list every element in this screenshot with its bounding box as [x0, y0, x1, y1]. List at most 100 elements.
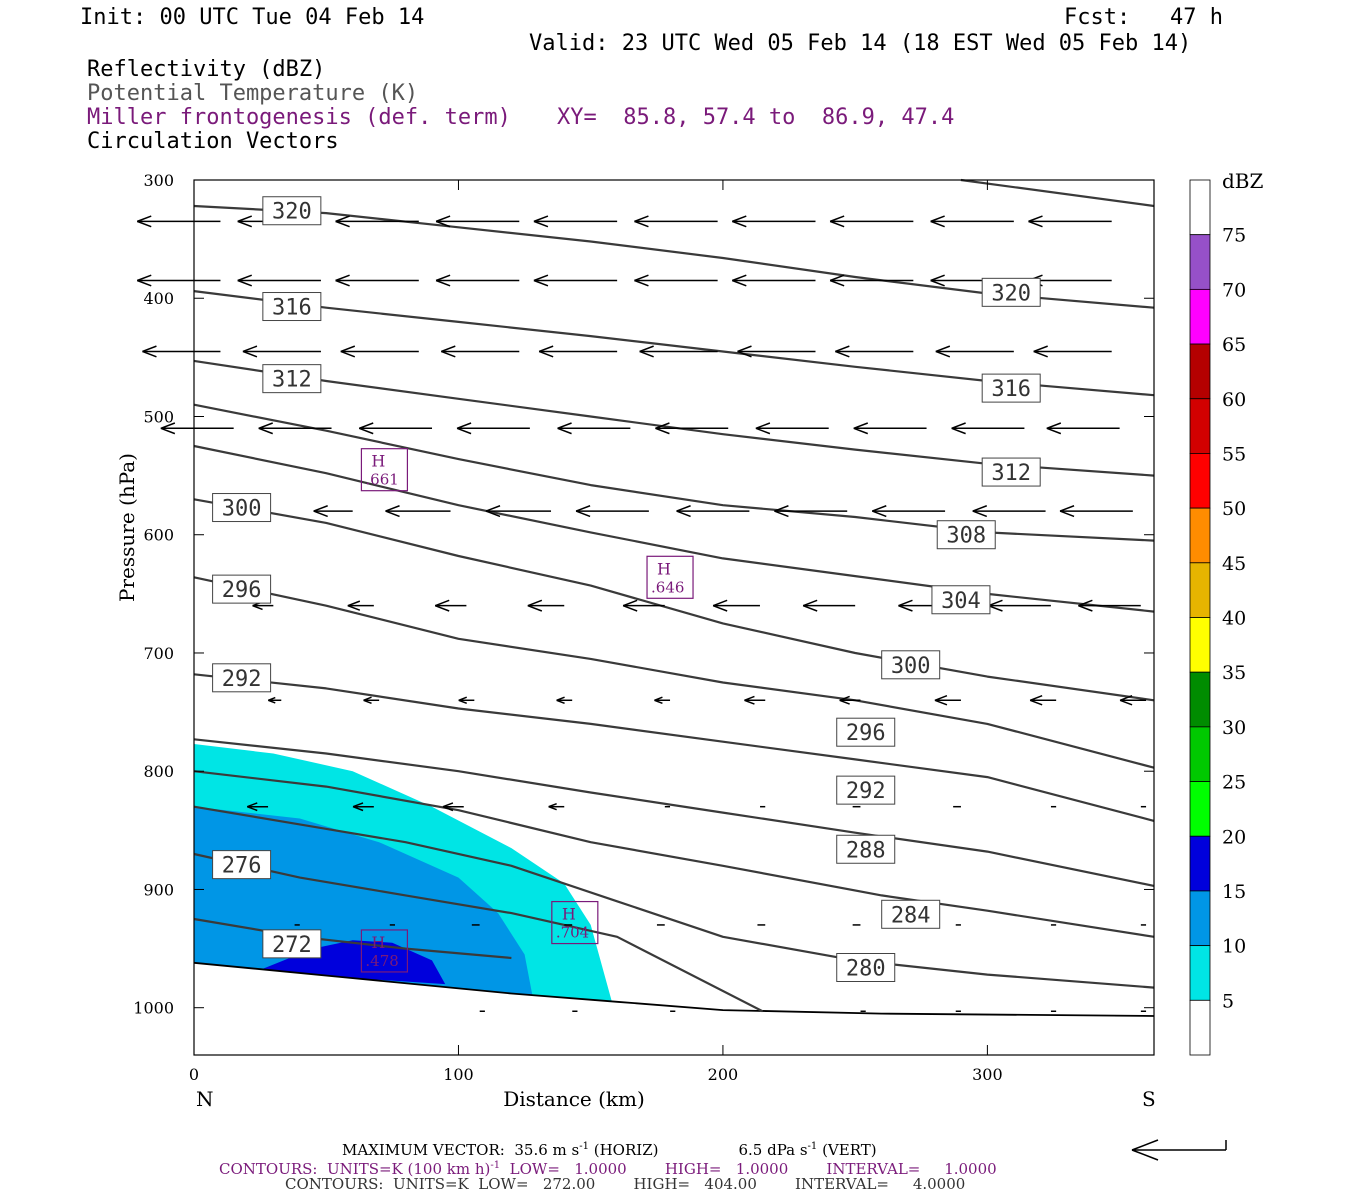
vector-head: [237, 215, 253, 223]
circulation-vector: [634, 215, 718, 228]
colorbar-label: 45: [1222, 553, 1246, 575]
below-ground-mask: [194, 962, 1154, 1055]
colorbar-swatch: [1189, 890, 1211, 947]
circulation-vector: [142, 345, 221, 358]
vector-head: [988, 599, 1003, 607]
circulation-vector: [358, 422, 433, 435]
circulation-vector: [533, 215, 618, 228]
vector-head: [557, 427, 572, 435]
vector-head: [712, 604, 728, 612]
forecast-hour: Fcst: 47 h: [1064, 5, 1223, 30]
theta-contour-284: [193, 770, 1155, 938]
max-vector-vert-tail: (VERT): [817, 1141, 877, 1159]
contour-label-box: [836, 953, 896, 982]
vector-head: [160, 422, 176, 430]
circulation-vector: [839, 695, 861, 705]
vector-head: [622, 599, 638, 607]
circulation-vector: [732, 215, 816, 228]
vector-head: [347, 604, 361, 611]
vector-head: [456, 422, 472, 430]
vector-head: [1046, 422, 1062, 430]
circulation-vector: [434, 599, 467, 612]
y-tick-label: 800: [143, 762, 174, 781]
contour-label-box: [931, 585, 991, 615]
colorbar-label: 35: [1222, 662, 1246, 684]
circulation-vector: [829, 274, 914, 287]
vector-head: [951, 427, 966, 435]
y-tick-label: 700: [143, 644, 174, 663]
y-tick-label: 1000: [133, 999, 174, 1018]
frontogenesis-high-box: [360, 929, 409, 973]
vector-head: [1028, 215, 1043, 223]
vector-head: [744, 699, 755, 705]
circulation-vector: [872, 505, 946, 518]
circulation-vector: [737, 345, 816, 358]
colorbar: dBZ 75 70 65 60 55 50 45 40 35 30 25 20 15 10 5: [1189, 169, 1264, 1056]
vector-head: [548, 802, 557, 808]
circulation-vector: [654, 696, 671, 705]
contour-label-text: 296: [846, 721, 886, 746]
frontogenesis-high-box: [551, 900, 599, 945]
vector-head: [268, 699, 276, 704]
vector-head: [458, 696, 467, 701]
contour-labels: 320 316 312 300 296 292 276 272 320 316 312 308 304 3…: [212, 196, 1041, 982]
circulation-vector: [458, 696, 475, 705]
vector-head: [839, 695, 850, 701]
vector-head: [533, 220, 549, 228]
vector-head: [930, 274, 945, 282]
init-time: Init: 00 UTC Tue 04 Feb 14: [80, 5, 425, 30]
theta-contour-324: [960, 178, 1155, 208]
vector-head: [737, 350, 752, 358]
vector-head: [1029, 699, 1043, 706]
colorbar-label: 50: [1222, 498, 1246, 520]
colorbar-label: 75: [1222, 225, 1246, 247]
contour-label-text: 320: [991, 281, 1031, 306]
vector-head: [458, 699, 467, 705]
vector-head: [340, 350, 356, 358]
vector-head: [853, 427, 869, 435]
vector-head: [802, 599, 818, 607]
vector-head: [442, 802, 454, 808]
vector-head: [898, 604, 913, 612]
circulation-vector: [732, 274, 816, 287]
vector-head: [136, 215, 152, 223]
ground-surface-line: [193, 961, 1155, 1017]
theta-contour-296: [193, 576, 1155, 769]
contour-label-284: 284: [881, 899, 941, 929]
contour-label-316: 316: [262, 292, 322, 322]
vector-head: [1033, 350, 1048, 358]
colorbar-label: 60: [1222, 389, 1246, 411]
circulation-vector: [485, 505, 552, 518]
vector-head: [538, 345, 554, 353]
contour-label-text: 296: [222, 578, 262, 603]
vector-head: [930, 215, 945, 223]
cross-section-endpoints: XY= 85.8, 57.4 to 86.9, 47.4: [557, 105, 955, 130]
theta-contour-292: [193, 673, 1155, 822]
colorbar-swatch: [1189, 726, 1211, 782]
vector-head: [829, 220, 845, 228]
circulation-vector: [352, 802, 374, 812]
north-end-label: N: [196, 1087, 214, 1111]
contour-label-box: [836, 717, 896, 747]
vector-head: [142, 350, 157, 358]
contour-label-box: [212, 850, 272, 880]
contour-label-box: [836, 834, 896, 864]
y-axis-label: Pressure (hPa): [115, 453, 139, 602]
vector-head: [835, 345, 850, 353]
colorbar-swatch: [1189, 288, 1211, 345]
colorbar-swatch: [1189, 343, 1211, 400]
vector-head: [160, 427, 176, 435]
circulation-vector: [712, 599, 760, 612]
contour-label-box: [212, 493, 272, 523]
vector-head: [435, 215, 451, 223]
circulation-vector: [442, 802, 464, 812]
vector-head: [335, 279, 350, 287]
y-tick-label: 900: [143, 880, 174, 899]
vector-head: [774, 505, 789, 512]
circulation-vector: [972, 505, 1046, 518]
vector-head: [732, 279, 747, 287]
frontogenesis-high: H.704: [551, 900, 599, 945]
vector-head: [352, 805, 364, 812]
vector-head: [972, 505, 988, 512]
